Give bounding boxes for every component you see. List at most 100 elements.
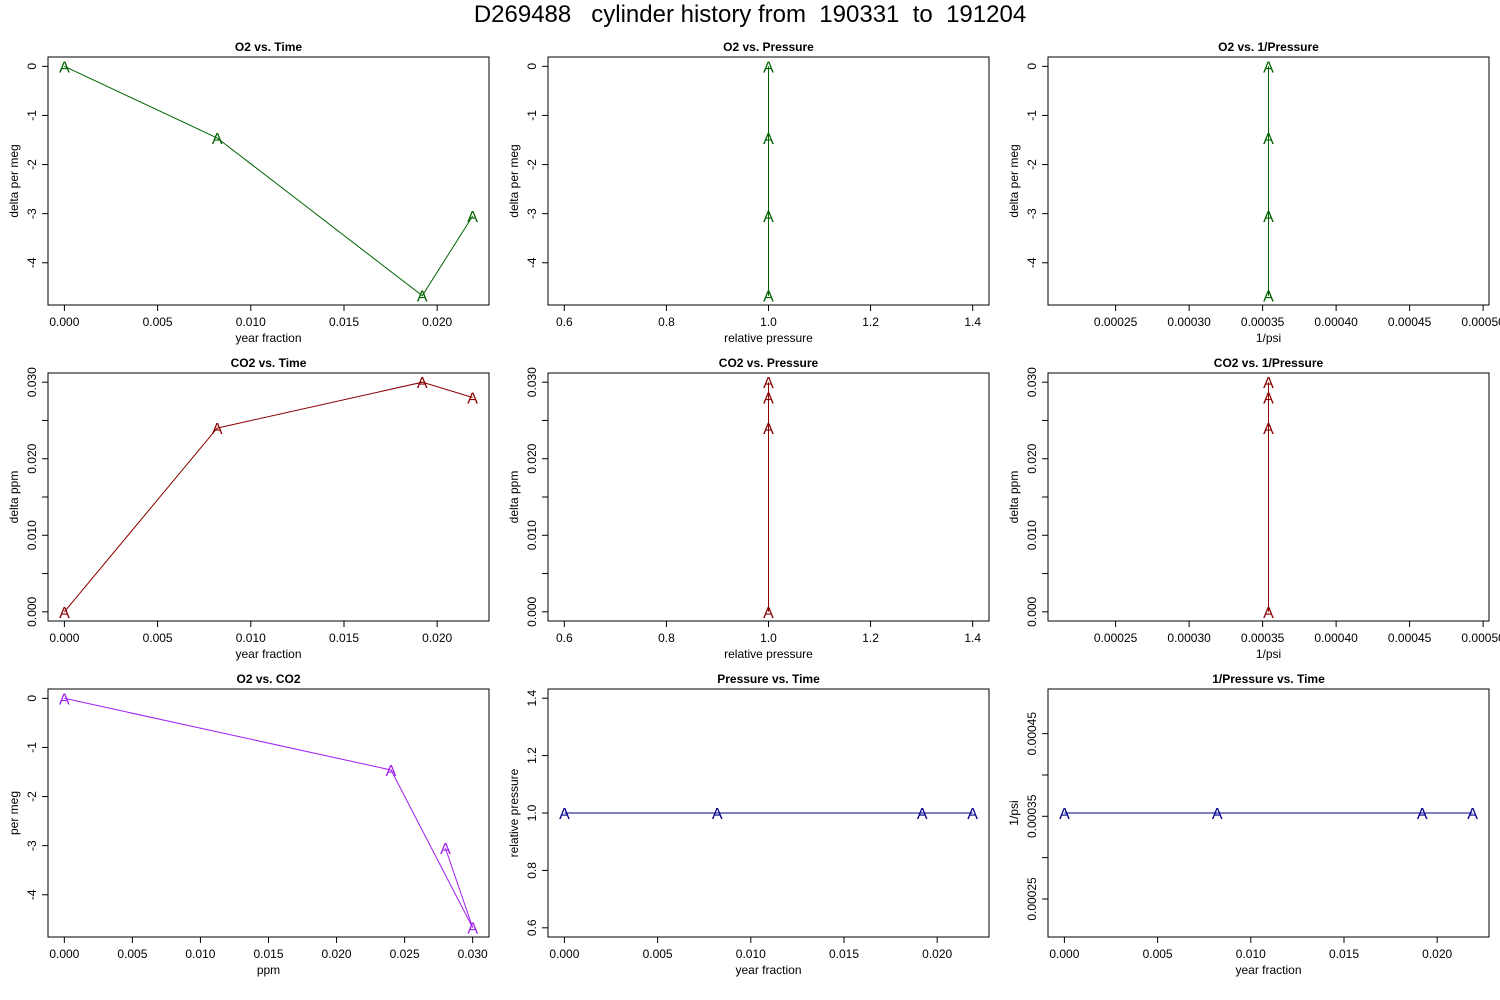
x-tick-label: 0.6	[556, 315, 573, 329]
y-tick-label: -2	[525, 159, 539, 170]
data-point-marker: A	[1212, 806, 1223, 823]
x-tick-label: 1.0	[760, 631, 777, 645]
plot-frame	[1047, 688, 1490, 938]
y-tick-label: 0.010	[525, 520, 539, 550]
x-tick-label: 0.00035	[1241, 631, 1285, 645]
x-tick-label: 0.015	[253, 947, 283, 961]
series-line	[64, 697, 474, 928]
data-point-marker: A	[59, 605, 70, 622]
x-tick-label: 0.015	[1329, 947, 1359, 961]
y-tick-label: 0.010	[25, 520, 39, 550]
y-tick-label: 0.00045	[1025, 712, 1039, 756]
x-axis-label: relative pressure	[724, 331, 813, 345]
y-tick-label: 0.6	[525, 919, 539, 936]
data-point-marker: A	[212, 421, 223, 438]
y-tick-label: -1	[25, 742, 39, 753]
x-tick-label: 0.8	[658, 315, 675, 329]
y-tick-label: 1.2	[525, 747, 539, 764]
data-point-marker: A	[1263, 390, 1274, 407]
x-tick-label: 0.020	[422, 315, 452, 329]
x-tick-label: 0.000	[49, 631, 79, 645]
x-axis-label: ppm	[257, 963, 280, 977]
data-point-marker: A	[763, 375, 774, 392]
y-tick-label: 0.00025	[1025, 877, 1039, 921]
data-point-marker: A	[967, 806, 978, 823]
y-tick-label: 0.020	[525, 443, 539, 473]
x-tick-label: 1.2	[862, 315, 879, 329]
panel-6: CO2 vs. 1/Pressure 0.00025 0.00030 0.00035 0…	[1007, 356, 1500, 661]
data-point-marker: A	[763, 421, 774, 438]
x-tick-label: 0.000	[1049, 947, 1079, 961]
y-tick-label: -3	[25, 208, 39, 219]
panel-7: O2 vs. CO2 0.000 0.005 0.010 0.015 0.020 0.025…	[7, 672, 490, 977]
x-axis-label: year fraction	[735, 963, 801, 977]
y-tick-label: 0	[25, 63, 39, 70]
x-tick-label: 1.2	[862, 631, 879, 645]
data-point-marker: A	[59, 691, 70, 708]
y-tick-label: -1	[525, 110, 539, 121]
data-point-marker: A	[1059, 806, 1070, 823]
data-point-marker: A	[1263, 289, 1274, 306]
data-point-marker: A	[917, 806, 928, 823]
x-tick-label: 1.4	[964, 631, 981, 645]
x-tick-label: 0.015	[329, 315, 359, 329]
plot-frame	[47, 56, 490, 306]
data-point-marker: A	[1263, 209, 1274, 226]
data-point-marker: A	[1263, 421, 1274, 438]
x-tick-label: 0.015	[829, 947, 859, 961]
y-tick-label: 0.010	[1025, 520, 1039, 550]
data-point-marker: A	[763, 605, 774, 622]
panel-title: CO2 vs. Pressure	[719, 356, 819, 370]
data-point-marker: A	[1263, 59, 1274, 76]
x-tick-label: 0.010	[736, 947, 766, 961]
x-tick-label: 0.00030	[1167, 315, 1211, 329]
data-point-marker: A	[59, 59, 70, 76]
x-tick-label: 0.00030	[1167, 631, 1211, 645]
y-tick-label: 0.020	[1025, 443, 1039, 473]
x-tick-label: 0.010	[236, 631, 266, 645]
x-tick-label: 0.005	[143, 315, 173, 329]
y-tick-label: -1	[1025, 110, 1039, 121]
x-tick-label: 0.000	[549, 947, 579, 961]
y-axis-label: per meg	[7, 791, 21, 835]
data-point-marker: A	[1263, 605, 1274, 622]
x-axis-label: year fraction	[1235, 963, 1301, 977]
y-tick-label: 0.030	[1025, 367, 1039, 397]
x-axis-label: year fraction	[235, 647, 301, 661]
x-tick-label: 0.6	[556, 631, 573, 645]
panel-8: Pressure vs. Time 0.000 0.005 0.010 0.015 0.0…	[507, 672, 990, 977]
data-point-marker: A	[417, 289, 428, 306]
x-tick-label: 1.4	[964, 315, 981, 329]
x-tick-label: 0.005	[643, 947, 673, 961]
panel-3: O2 vs. 1/Pressure 0.00025 0.00030 0.00035 0.…	[1007, 40, 1500, 345]
y-axis-label: delta ppm	[507, 471, 521, 524]
panel-5: CO2 vs. Pressure 0.6 0.8 1.0 1.2 1.4 0.000 0.01…	[507, 356, 990, 661]
x-tick-label: 0.020	[1422, 947, 1452, 961]
data-point-marker: A	[417, 375, 428, 392]
data-point-marker: A	[712, 806, 723, 823]
y-axis-label: 1/psi	[1007, 800, 1021, 825]
y-tick-label: -2	[25, 159, 39, 170]
data-point-marker: A	[763, 209, 774, 226]
y-axis-label: delta ppm	[1007, 471, 1021, 524]
x-axis-label: relative pressure	[724, 647, 813, 661]
x-tick-label: 1.0	[760, 315, 777, 329]
x-tick-label: 0.00040	[1314, 315, 1358, 329]
panel-1: O2 vs. Time 0.000 0.005 0.010 0.015 0.020 0 -1 -…	[7, 40, 490, 345]
y-tick-label: 1.4	[525, 690, 539, 707]
panel-title: O2 vs. Pressure	[723, 40, 814, 54]
x-tick-label: 0.020	[422, 631, 452, 645]
y-axis-label: delta ppm	[7, 471, 21, 524]
data-point-marker: A	[467, 209, 478, 226]
y-tick-label: 0	[25, 695, 39, 702]
figure-title: D269488 cylinder history from 190331 to …	[473, 1, 1027, 28]
x-tick-label: 0.00025	[1094, 315, 1138, 329]
y-tick-label: 0.000	[525, 596, 539, 626]
y-tick-label: -3	[525, 208, 539, 219]
data-point-marker: A	[763, 289, 774, 306]
series-line	[64, 381, 473, 613]
x-tick-label: 0.025	[390, 947, 420, 961]
data-point-marker: A	[440, 841, 451, 858]
x-tick-label: 0.010	[1236, 947, 1266, 961]
